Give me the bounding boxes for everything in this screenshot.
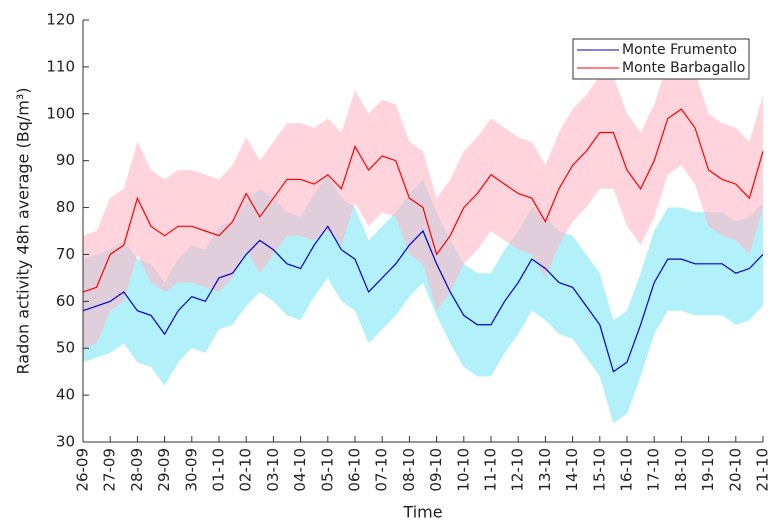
x-axis-label: Time (402, 503, 442, 522)
x-tick-label: 19-10 (699, 448, 717, 492)
x-tick-label: 12-10 (509, 448, 527, 492)
y-tick-label: 110 (46, 57, 75, 75)
y-tick-label: 100 (46, 104, 75, 122)
x-tick-label: 15-10 (590, 448, 608, 492)
y-tick-label: 120 (46, 11, 75, 29)
x-tick-label: 17-10 (645, 448, 663, 492)
x-tick-label: 05-10 (318, 448, 336, 492)
x-tick-label: 03-10 (264, 448, 282, 492)
x-tick-label: 10-10 (454, 448, 472, 492)
x-tick-label: 21-10 (754, 448, 769, 492)
x-tick-label: 09-10 (427, 448, 445, 492)
x-tick-label: 01-10 (210, 448, 228, 492)
x-tick-label: 07-10 (373, 448, 391, 492)
series-line (82, 108, 764, 293)
x-tick-label: 20-10 (726, 448, 744, 492)
x-tick-label: 28-09 (128, 448, 146, 492)
y-tick-label: 30 (56, 433, 75, 451)
x-tick-label: 02-10 (237, 448, 255, 492)
y-tick-label: 40 (56, 386, 75, 404)
x-tick-label: 16-10 (618, 448, 636, 492)
legend-box (572, 38, 750, 80)
x-tick-label: 30-09 (182, 448, 200, 492)
x-tick-label: 29-09 (155, 448, 173, 492)
error-band (83, 52, 763, 349)
x-tick-label: 27-09 (101, 448, 119, 492)
y-tick-label: 70 (56, 245, 75, 263)
y-tick-label: 60 (56, 292, 75, 310)
x-tick-label: 14-10 (563, 448, 581, 492)
x-tick-label: 13-10 (536, 448, 554, 492)
y-tick-label: 90 (56, 151, 75, 169)
x-tick-label: 26-09 (74, 448, 92, 492)
y-tick-label: 80 (56, 198, 75, 216)
x-tick-label: 06-10 (346, 448, 364, 492)
legend-label: Monte Barbagallo (622, 60, 745, 76)
legend-label: Monte Frumento (622, 42, 737, 58)
series-line (82, 225, 764, 373)
y-axis-label: Radon activity 48h average (Bq/m³) (14, 88, 33, 375)
y-tick-label: 50 (56, 339, 75, 357)
x-tick-label: 04-10 (291, 448, 309, 492)
x-tick-label: 11-10 (482, 448, 500, 492)
x-tick-label: 18-10 (672, 448, 690, 492)
x-tick-label: 08-10 (400, 448, 418, 492)
